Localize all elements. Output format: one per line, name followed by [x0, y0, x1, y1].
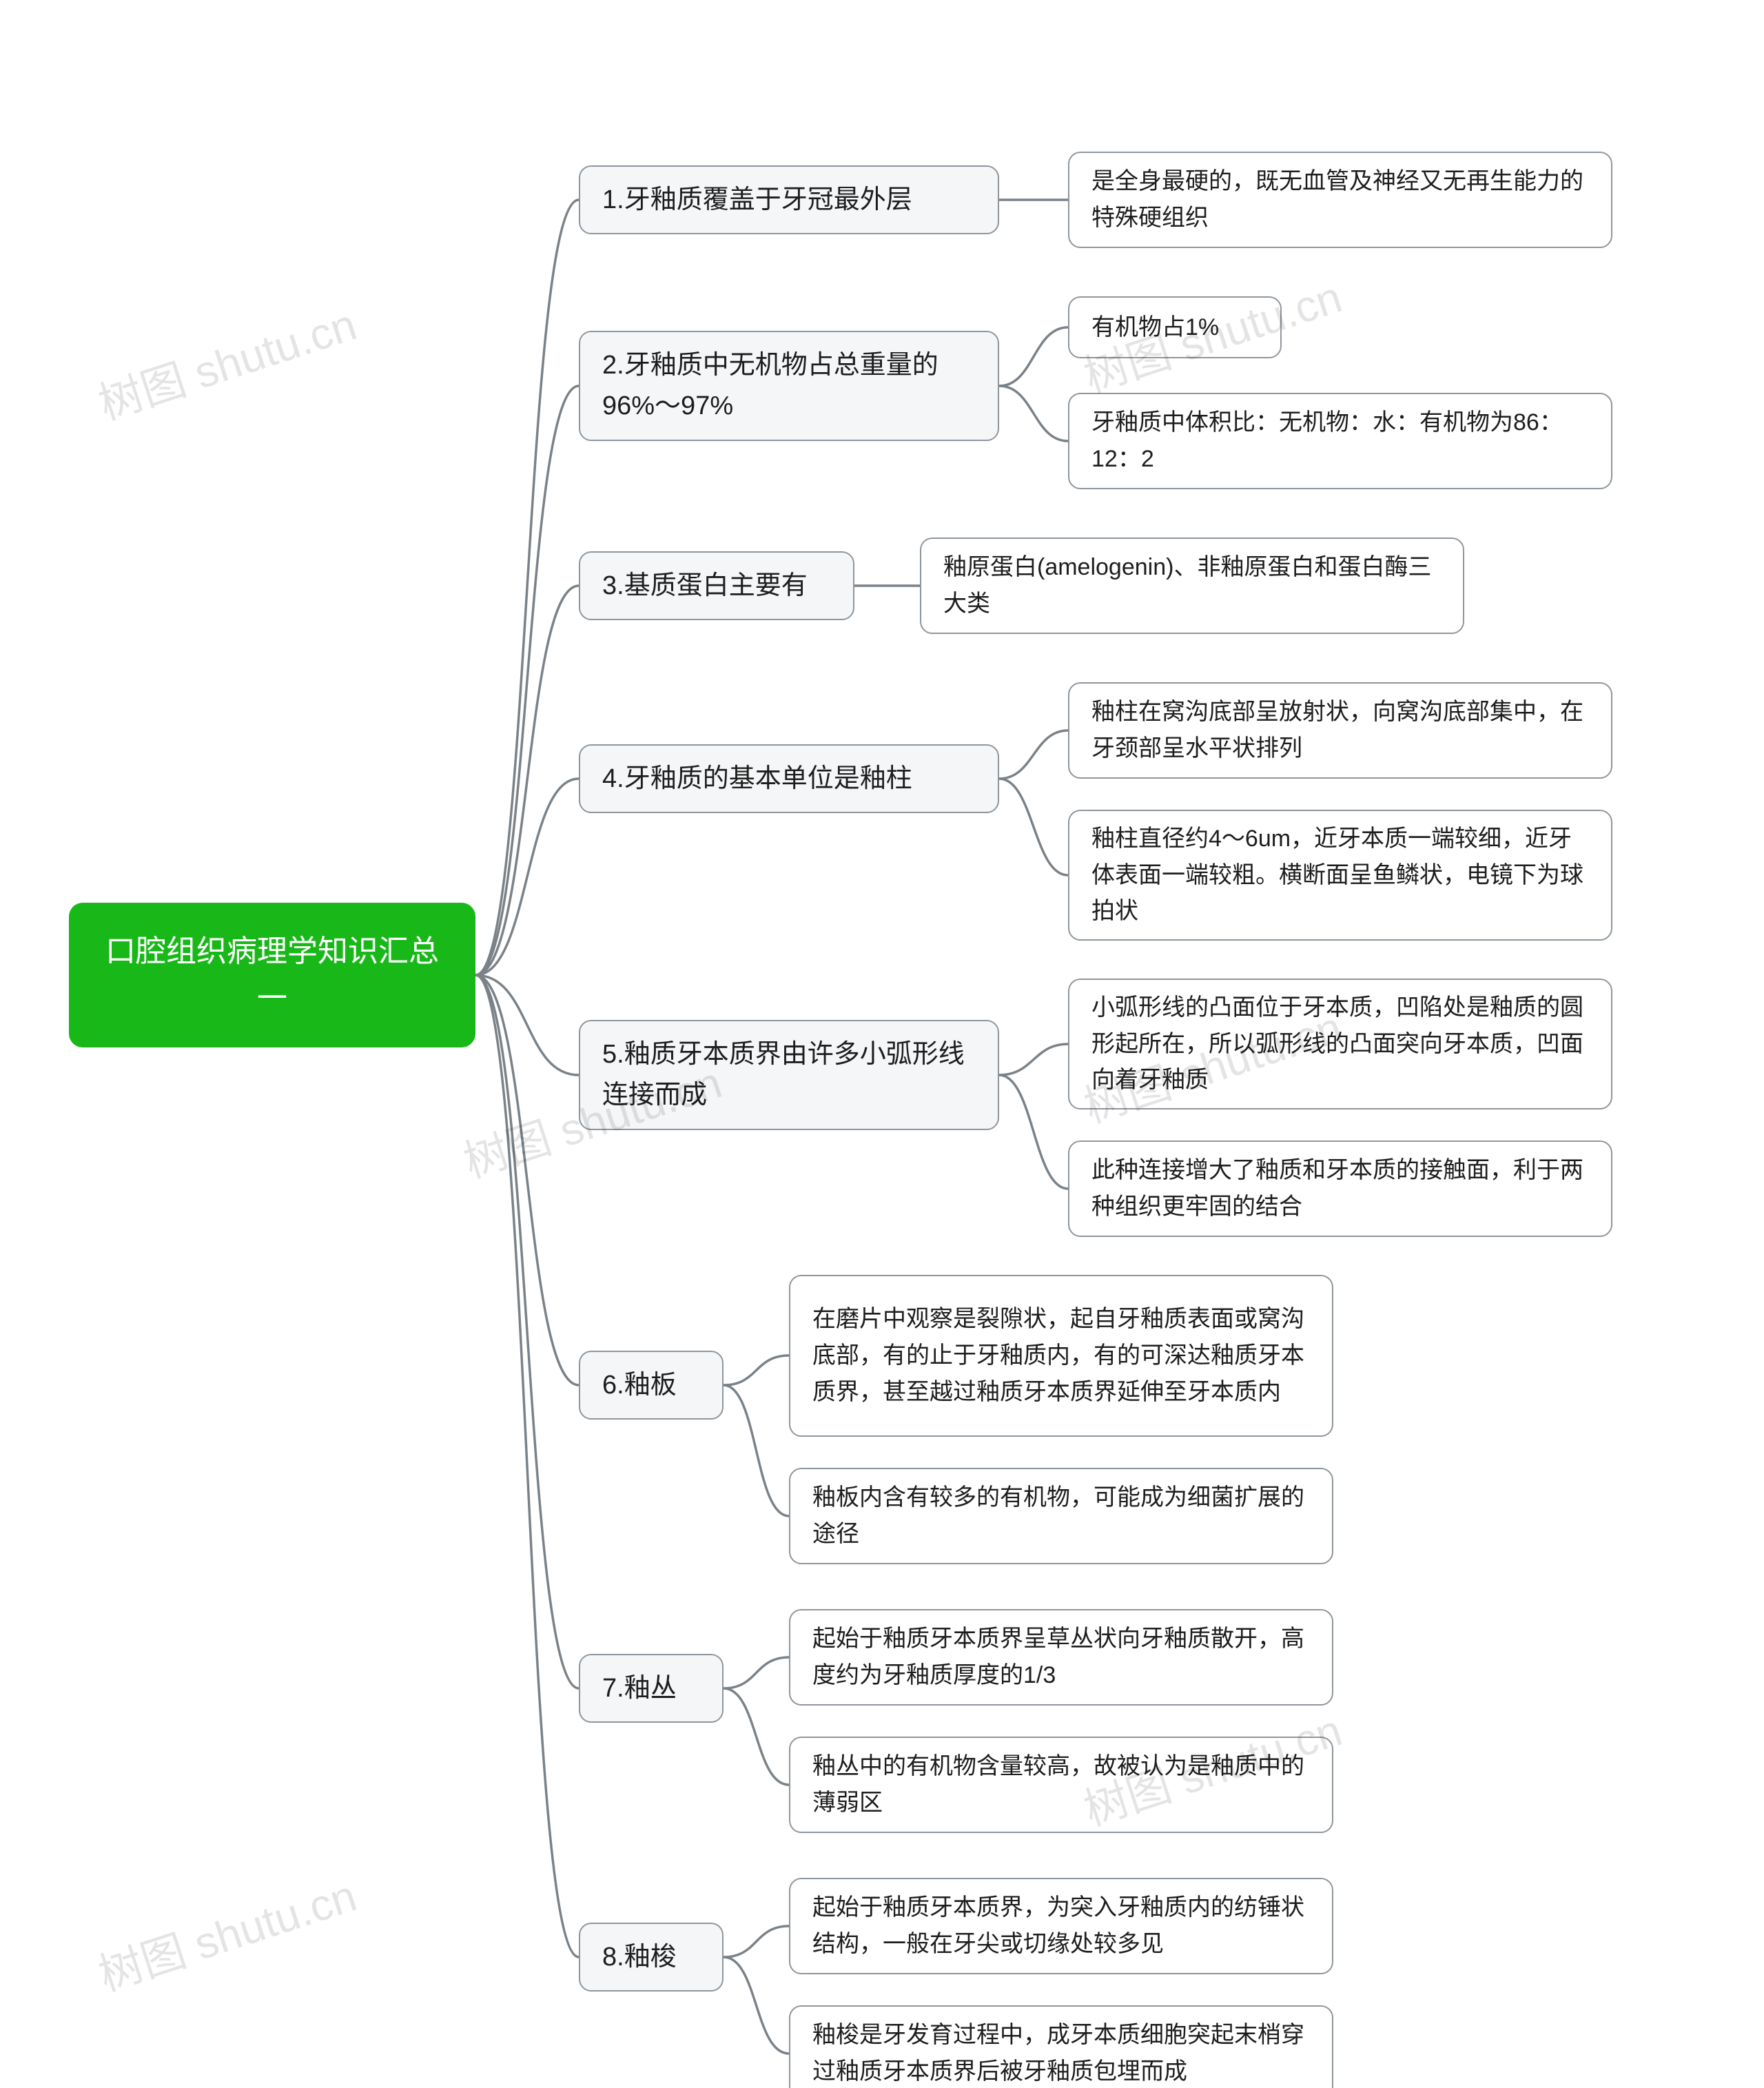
node-7b-label: 釉丛中的有机物含量较高，故被认为是釉质中的薄弱区 [812, 1748, 1310, 1821]
node-5-label: 5.釉质牙本质界由许多小弧形线连接而成 [602, 1034, 976, 1116]
node-1[interactable]: 1.牙釉质覆盖于牙冠最外层 [579, 165, 999, 234]
node-2-label: 2.牙釉质中无机物占总重量的96%～97% [602, 345, 976, 427]
node-6[interactable]: 6.釉板 [579, 1351, 724, 1420]
node-8b-label: 釉梭是牙发育过程中，成牙本质细胞突起末梢穿过釉质牙本质界后被牙釉质包埋而成 [812, 2017, 1310, 2088]
node-5b[interactable]: 此种连接增大了釉质和牙本质的接触面，利于两种组织更牢固的结合 [1068, 1140, 1612, 1237]
node-3a[interactable]: 釉原蛋白(amelogenin)、非釉原蛋白和蛋白酶三大类 [920, 538, 1464, 634]
node-8a-label: 起始于釉质牙本质界，为突入牙釉质内的纺锤状结构，一般在牙尖或切缘处较多见 [812, 1890, 1310, 1962]
node-2b-label: 牙釉质中体积比：无机物：水：有机物为86：12：2 [1091, 405, 1589, 477]
node-7b[interactable]: 釉丛中的有机物含量较高，故被认为是釉质中的薄弱区 [789, 1737, 1333, 1833]
node-4[interactable]: 4.牙釉质的基本单位是釉柱 [579, 744, 999, 813]
node-4b-label: 釉柱直径约4～6um，近牙本质一端较细，近牙体表面一端较粗。横断面呈鱼鳞状，电镜… [1091, 821, 1589, 930]
root-label: 口腔组织病理学知识汇总一 [91, 928, 453, 1022]
node-6b[interactable]: 釉板内含有较多的有机物，可能成为细菌扩展的途径 [789, 1468, 1333, 1564]
node-7[interactable]: 7.釉丛 [579, 1654, 724, 1723]
node-4a-label: 釉柱在窝沟底部呈放射状，向窝沟底部集中，在牙颈部呈水平状排列 [1091, 694, 1589, 766]
node-2a[interactable]: 有机物占1% [1068, 296, 1282, 358]
node-7-label: 7.釉丛 [602, 1668, 677, 1709]
node-5b-label: 此种连接增大了釉质和牙本质的接触面，利于两种组织更牢固的结合 [1091, 1152, 1589, 1225]
node-1a-label: 是全身最硬的，既无血管及神经又无再生能力的特殊硬组织 [1091, 163, 1589, 236]
root-node[interactable]: 口腔组织病理学知识汇总一 [69, 903, 475, 1047]
node-1a[interactable]: 是全身最硬的，既无血管及神经又无再生能力的特殊硬组织 [1068, 152, 1612, 248]
node-8-label: 8.釉梭 [602, 1937, 677, 1978]
node-8b[interactable]: 釉梭是牙发育过程中，成牙本质细胞突起末梢穿过釉质牙本质界后被牙釉质包埋而成 [789, 2005, 1333, 2088]
mindmap-canvas: 口腔组织病理学知识汇总一 1.牙釉质覆盖于牙冠最外层 2.牙釉质中无机物占总重量… [0, 0, 1764, 2088]
node-4a[interactable]: 釉柱在窝沟底部呈放射状，向窝沟底部集中，在牙颈部呈水平状排列 [1068, 682, 1612, 779]
node-7a[interactable]: 起始于釉质牙本质界呈草丛状向牙釉质散开，高度约为牙釉质厚度的1/3 [789, 1609, 1333, 1706]
node-5[interactable]: 5.釉质牙本质界由许多小弧形线连接而成 [579, 1020, 999, 1130]
node-4-label: 4.牙釉质的基本单位是釉柱 [602, 759, 912, 799]
node-5a-label: 小弧形线的凸面位于牙本质，凹陷处是釉质的圆形起所在，所以弧形线的凸面突向牙本质，… [1091, 990, 1589, 1098]
node-5a[interactable]: 小弧形线的凸面位于牙本质，凹陷处是釉质的圆形起所在，所以弧形线的凸面突向牙本质，… [1068, 979, 1612, 1109]
node-6a-label: 在磨片中观察是裂隙状，起自牙釉质表面或窝沟底部，有的止于牙釉质内，有的可深达釉质… [812, 1301, 1310, 1410]
node-8a[interactable]: 起始于釉质牙本质界，为突入牙釉质内的纺锤状结构，一般在牙尖或切缘处较多见 [789, 1878, 1333, 1974]
node-3-label: 3.基质蛋白主要有 [602, 566, 808, 606]
node-3a-label: 釉原蛋白(amelogenin)、非釉原蛋白和蛋白酶三大类 [943, 549, 1441, 622]
node-3[interactable]: 3.基质蛋白主要有 [579, 551, 854, 620]
node-2[interactable]: 2.牙釉质中无机物占总重量的96%～97% [579, 331, 999, 441]
node-1-label: 1.牙釉质覆盖于牙冠最外层 [602, 180, 912, 221]
node-2b[interactable]: 牙釉质中体积比：无机物：水：有机物为86：12：2 [1068, 393, 1612, 489]
node-8[interactable]: 8.釉梭 [579, 1923, 724, 1992]
node-6-label: 6.釉板 [602, 1365, 677, 1406]
node-6b-label: 釉板内含有较多的有机物，可能成为细菌扩展的途径 [812, 1480, 1310, 1552]
node-4b[interactable]: 釉柱直径约4～6um，近牙本质一端较细，近牙体表面一端较粗。横断面呈鱼鳞状，电镜… [1068, 810, 1612, 941]
node-7a-label: 起始于釉质牙本质界呈草丛状向牙釉质散开，高度约为牙釉质厚度的1/3 [812, 1621, 1310, 1693]
node-6a[interactable]: 在磨片中观察是裂隙状，起自牙釉质表面或窝沟底部，有的止于牙釉质内，有的可深达釉质… [789, 1275, 1333, 1437]
node-2a-label: 有机物占1% [1091, 309, 1219, 346]
